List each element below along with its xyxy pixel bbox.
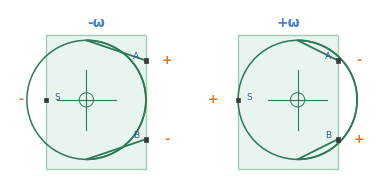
Text: +: + xyxy=(354,133,364,146)
Text: B: B xyxy=(325,131,331,140)
Bar xyxy=(336,58,340,63)
Text: +ω: +ω xyxy=(276,16,300,30)
Bar xyxy=(144,58,148,63)
Text: +: + xyxy=(208,93,218,106)
Bar xyxy=(44,98,48,102)
Text: A: A xyxy=(133,52,139,61)
Bar xyxy=(238,35,338,169)
Text: -: - xyxy=(356,54,362,67)
Text: +: + xyxy=(162,54,172,67)
Text: S: S xyxy=(247,94,252,102)
Bar xyxy=(236,98,240,102)
Bar xyxy=(46,35,146,169)
Bar xyxy=(336,137,340,142)
Text: B: B xyxy=(133,131,139,140)
Text: -ω: -ω xyxy=(87,16,105,30)
Text: -: - xyxy=(18,93,24,106)
Text: -: - xyxy=(164,133,170,146)
Bar xyxy=(144,137,148,142)
Text: S: S xyxy=(55,94,60,102)
Text: A: A xyxy=(325,52,331,61)
